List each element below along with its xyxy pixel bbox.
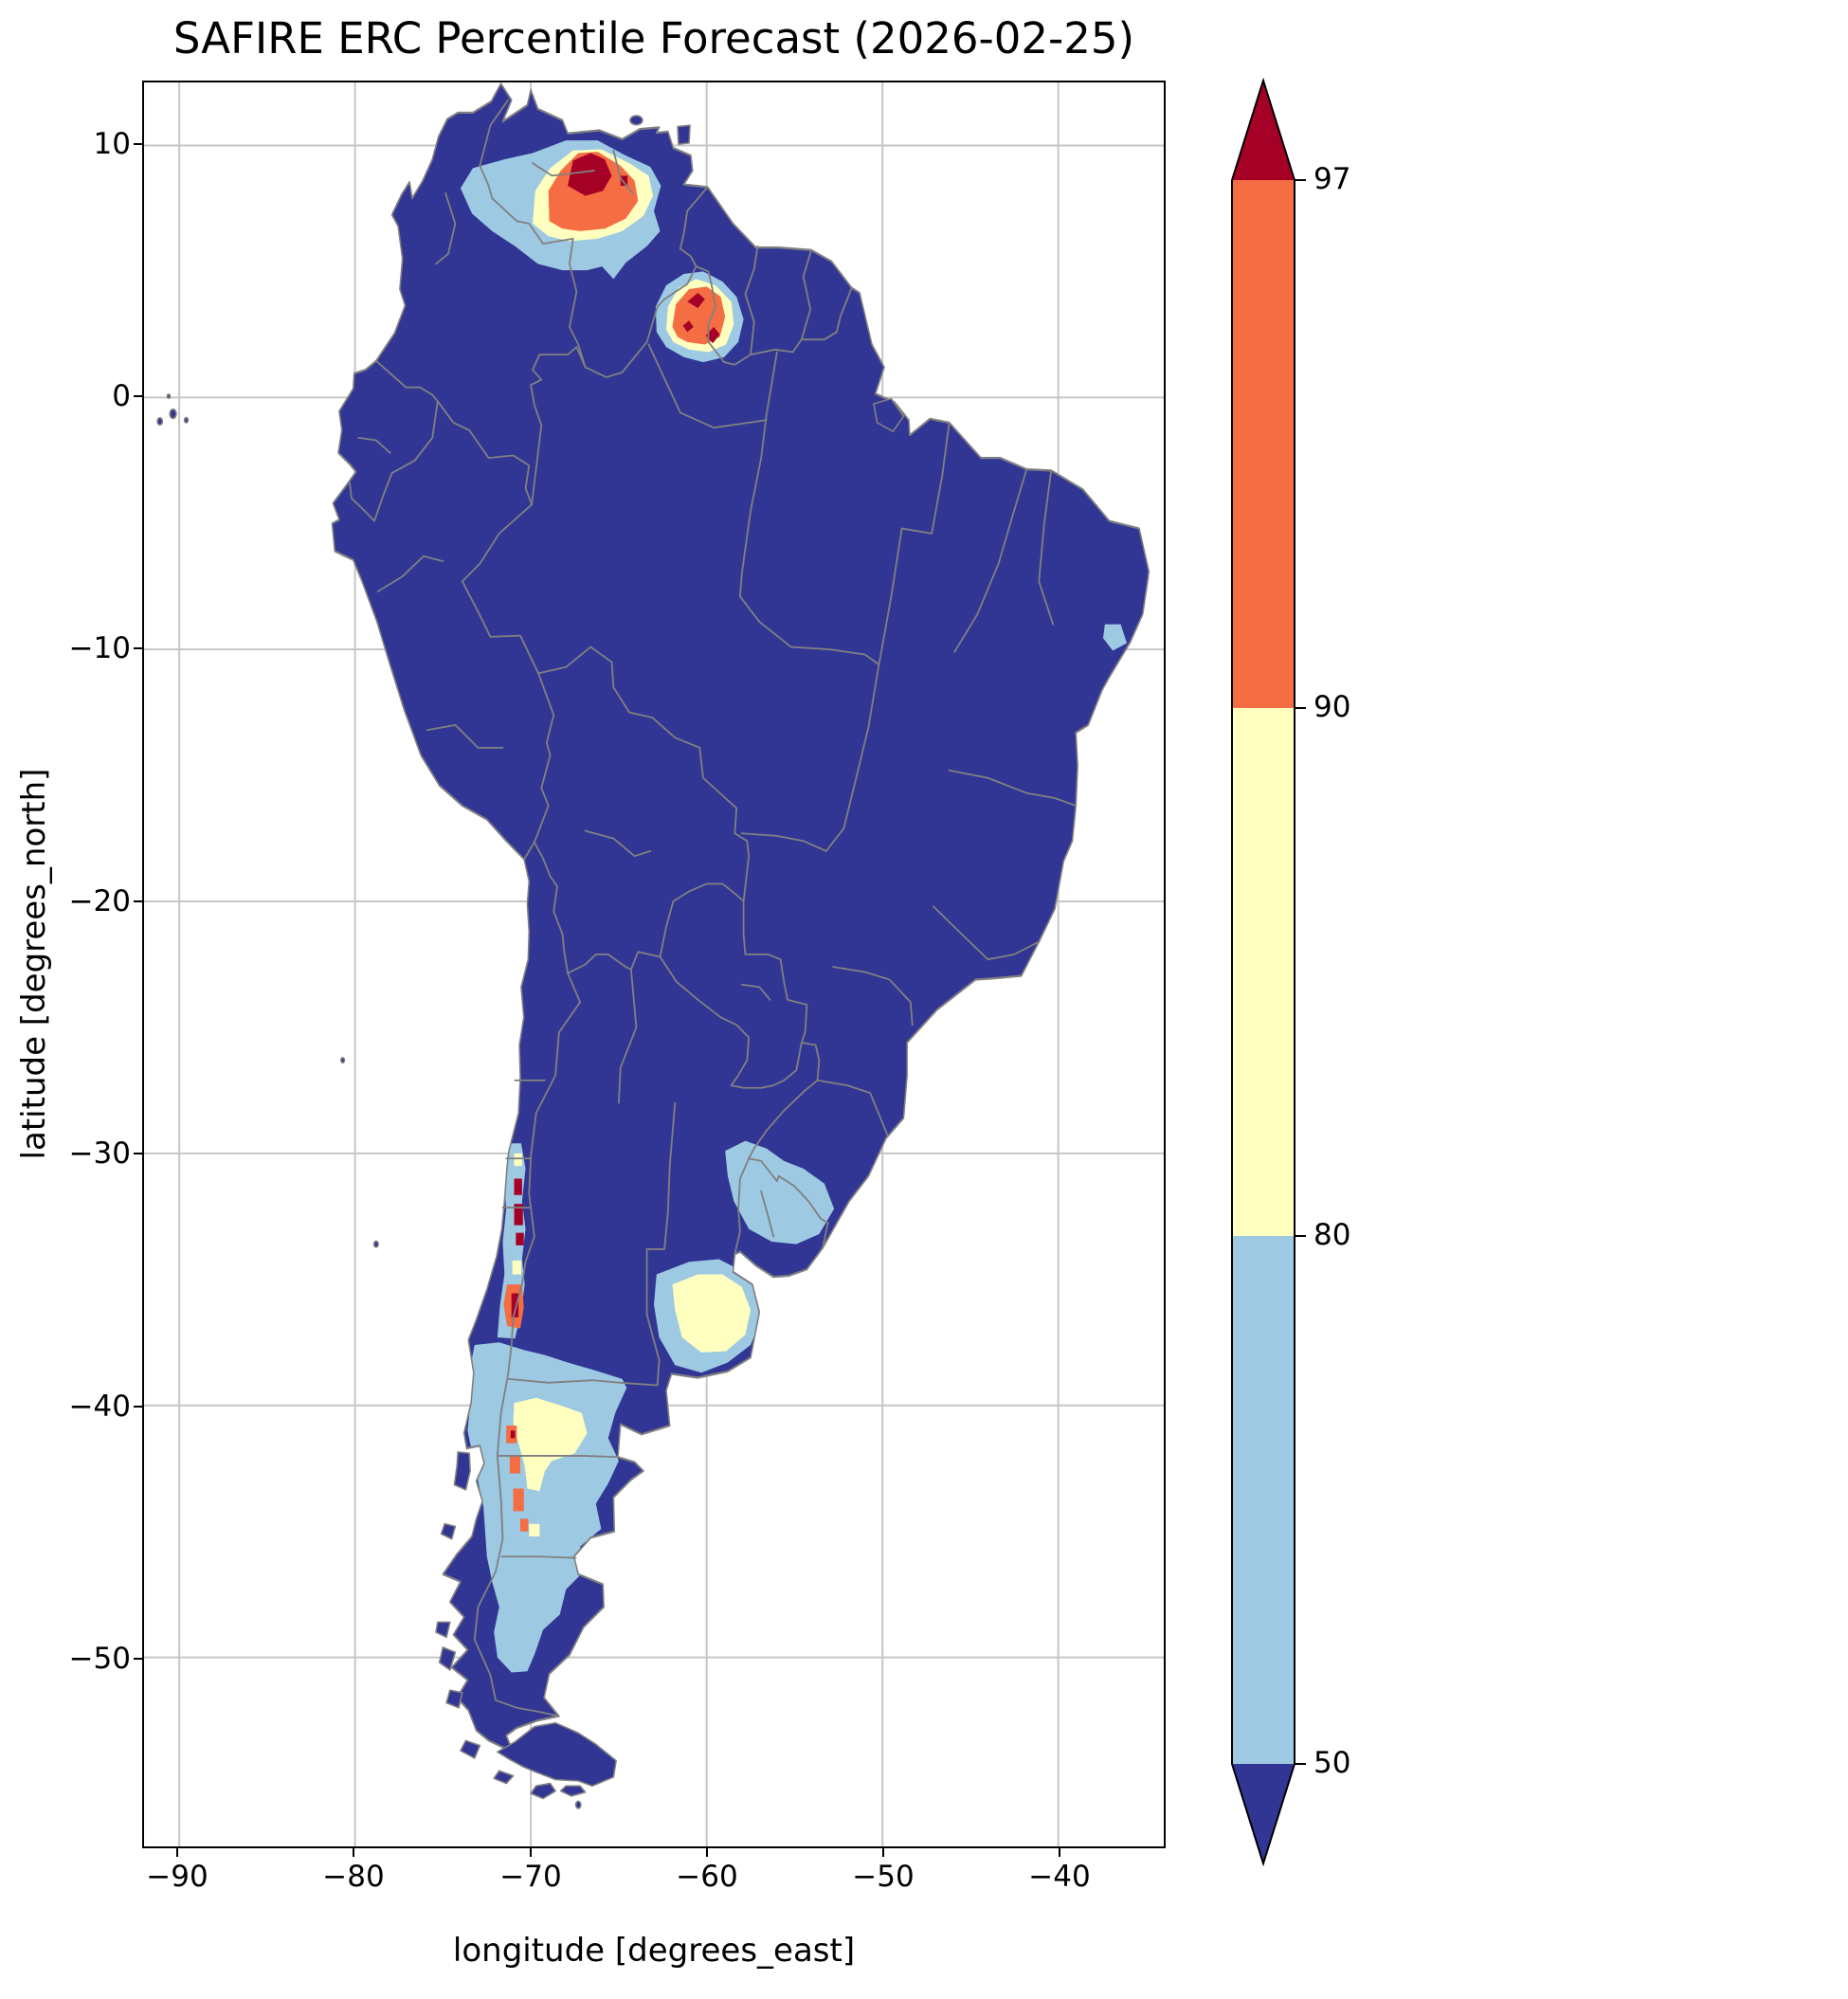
continent-fill xyxy=(332,83,1150,1754)
plot-area xyxy=(142,81,1166,1848)
y-tick-label: −10 xyxy=(68,631,131,665)
x-tick-label: −80 xyxy=(322,1860,385,1894)
galapagos-island xyxy=(170,409,176,419)
x-tick-label: −60 xyxy=(676,1860,738,1894)
colorbar-tick-label: 50 xyxy=(1314,1746,1351,1780)
y-tick-label: −40 xyxy=(68,1390,131,1424)
colorbar-segment-80-90 xyxy=(1232,708,1295,1236)
colorbar-tick-label: 97 xyxy=(1314,162,1351,196)
y-tick-label: 0 xyxy=(112,379,131,413)
percentile-data-layer xyxy=(460,140,1128,1673)
margarita-island xyxy=(630,116,643,125)
colorbar-extend-above xyxy=(1232,81,1295,180)
patch-guyana-red xyxy=(687,292,705,308)
page-title: SAFIRE ERC Percentile Forecast (2026-02-… xyxy=(172,13,1135,64)
y-axis-label: latitude [degrees_north] xyxy=(15,768,53,1160)
x-tick-label: −70 xyxy=(499,1860,562,1894)
colorbar-tick-label: 90 xyxy=(1314,690,1351,724)
patch-nebrazil-lightblue xyxy=(1102,624,1128,651)
trinidad-island xyxy=(678,125,690,144)
x-tick-label: −40 xyxy=(1028,1860,1091,1894)
colorbar-tick-label: 80 xyxy=(1314,1218,1351,1252)
patch-chile-red xyxy=(514,1178,522,1195)
y-tick-label: −20 xyxy=(68,884,131,918)
colorbar xyxy=(1231,77,1306,1867)
x-axis-label: longitude [degrees_east] xyxy=(452,1932,856,1970)
patch-patagonia-yellow xyxy=(513,1397,588,1492)
juan-fernandez-island xyxy=(374,1241,378,1246)
cape-horn-island xyxy=(576,1801,581,1808)
patch-uruguay-lightblue xyxy=(725,1140,835,1245)
patch-buenosaires-yellow xyxy=(672,1274,752,1353)
patch-patagonia-lightblue xyxy=(467,1342,627,1673)
colorbar-extend-below xyxy=(1232,1764,1295,1863)
y-tick-label: 10 xyxy=(93,127,131,161)
patch-venezuela-red xyxy=(568,153,612,196)
south-america-map xyxy=(144,82,1164,1846)
islands-layer xyxy=(157,116,903,1808)
tierra-del-fuego xyxy=(498,1723,616,1786)
chiloe-island xyxy=(454,1452,470,1490)
y-tick-label: −50 xyxy=(68,1642,131,1676)
x-tick-label: −90 xyxy=(146,1860,208,1894)
x-tick-label: −50 xyxy=(852,1860,915,1894)
admin-boundaries xyxy=(350,100,1076,1780)
marajo-island xyxy=(874,399,904,432)
colorbar-segment-50-80 xyxy=(1232,1236,1295,1764)
colorbar-segment-90-97 xyxy=(1232,180,1295,708)
y-tick-label: −30 xyxy=(68,1136,131,1171)
